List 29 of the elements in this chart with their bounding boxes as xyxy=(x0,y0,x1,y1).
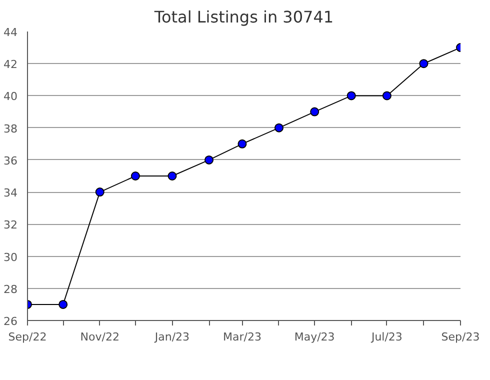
point xyxy=(58,300,68,309)
point xyxy=(419,59,428,68)
chart-title: Total Listings in 30741 xyxy=(153,8,334,26)
point xyxy=(238,139,247,148)
y-tick-label: 30 xyxy=(4,250,18,264)
point xyxy=(204,155,214,164)
point xyxy=(168,172,177,180)
y-tick-label: 34 xyxy=(4,186,18,200)
y-tick-label: 26 xyxy=(4,315,18,328)
point xyxy=(274,123,284,132)
y-tick-label: 42 xyxy=(4,58,18,72)
x-tick-label: Jul/23 xyxy=(370,330,402,344)
x-tick-label: Nov/22 xyxy=(80,330,120,344)
point xyxy=(346,91,356,100)
y-tick-label: 36 xyxy=(4,154,18,168)
x-tick-label: May/23 xyxy=(294,330,335,344)
x-tick-label: Mar/23 xyxy=(222,330,262,344)
y-tick-label: 44 xyxy=(4,26,18,39)
y-tick-label: 38 xyxy=(4,122,18,136)
x-tick-label: Sep/23 xyxy=(441,330,480,344)
point xyxy=(130,172,140,180)
point xyxy=(95,188,104,197)
y-tick-label: 28 xyxy=(4,282,18,296)
y-tick-label: 40 xyxy=(4,90,18,104)
point xyxy=(310,107,320,116)
x-tick-label: Sep/22 xyxy=(8,330,47,344)
x-tick-label: Jan/23 xyxy=(154,330,190,344)
y-tick-label: 32 xyxy=(4,218,18,232)
point xyxy=(382,91,392,100)
